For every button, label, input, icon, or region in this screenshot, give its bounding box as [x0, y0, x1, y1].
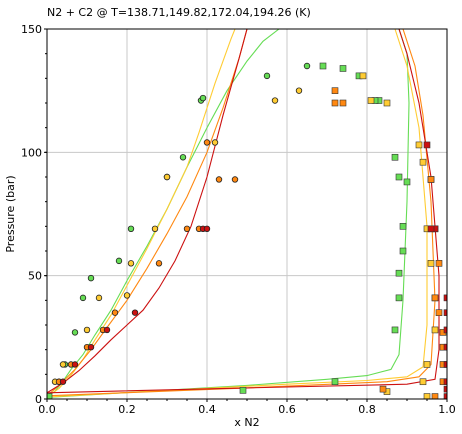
vapor-point-3	[379, 385, 387, 393]
vapor-point-4	[443, 294, 447, 302]
vapor-point-1	[47, 393, 53, 399]
liquid-point-3	[215, 176, 223, 183]
liquid-point-2	[271, 97, 279, 104]
vapor-point-4	[443, 385, 447, 393]
dew-curve-3	[47, 29, 436, 397]
vapor-point-2	[415, 141, 423, 149]
vapor-point-3	[331, 99, 339, 107]
y-axis-label: Pressure (bar)	[4, 175, 17, 252]
dew-curve-4	[47, 29, 440, 394]
x-tick-label: 1.0	[438, 403, 456, 416]
liquid-point-1	[303, 62, 311, 70]
vapor-point-2	[423, 361, 431, 368]
liquid-point-2	[163, 173, 171, 181]
y-tick-label: 0	[35, 393, 42, 406]
y-tick-label: 50	[28, 270, 42, 283]
liquid-point-4	[131, 309, 139, 316]
liquid-point-1	[263, 72, 271, 80]
x-axis-label: x N2	[234, 416, 259, 429]
bubble-curve-1	[47, 29, 280, 398]
liquid-point-3	[183, 225, 191, 232]
vapor-point-2	[419, 378, 427, 386]
bubble-curve-3	[47, 29, 248, 397]
vapor-point-4	[443, 393, 447, 399]
vapor-point-1	[331, 378, 339, 386]
liquid-point-3	[231, 176, 239, 183]
vapor-point-1	[391, 153, 399, 161]
x-tick-label: 0.8	[358, 403, 376, 416]
liquid-point-2	[123, 292, 131, 299]
vapor-point-4	[427, 225, 435, 233]
liquid-point-2	[95, 294, 103, 302]
x-tick-label: 0.4	[198, 403, 216, 416]
grid	[47, 29, 447, 399]
liquid-point-4	[203, 225, 211, 232]
vapor-point-2	[419, 158, 427, 166]
liquid-point-4	[87, 344, 95, 351]
vapor-point-3	[331, 87, 339, 94]
y-tick-label: 100	[21, 146, 42, 159]
liquid-point-3	[111, 309, 119, 316]
liquid-point-1	[71, 329, 79, 336]
vapor-point-4	[423, 141, 431, 149]
vapor-point-3	[427, 176, 435, 183]
dew-curve-1	[47, 29, 410, 399]
liquid-point-2	[295, 87, 303, 94]
vapor-point-3	[431, 393, 439, 399]
liquid-point-2	[211, 139, 219, 146]
vapor-point-3	[435, 309, 443, 316]
liquid-point-4	[71, 361, 79, 368]
chart-title: N2 + C2 @ T=138.71,149.82,172.04,194.26 …	[47, 6, 311, 19]
vapor-point-1	[395, 294, 403, 302]
curves	[47, 29, 440, 399]
dew-curve-2	[47, 29, 428, 398]
bubble-curve-4	[47, 29, 248, 394]
data-points	[47, 62, 447, 399]
vapor-point-2	[427, 260, 435, 267]
vapor-point-2	[359, 72, 367, 80]
liquid-point-4	[59, 378, 67, 385]
vapor-point-1	[239, 387, 247, 394]
vapor-point-2	[431, 326, 439, 334]
vapor-point-1	[319, 62, 327, 70]
axis-ticks: 0.0 0.2 0.4 0.6 0.8 1.0 0 50 100 150	[21, 23, 456, 416]
liquid-point-1	[199, 94, 207, 102]
vapor-point-1	[399, 247, 407, 255]
liquid-point-3	[203, 139, 211, 146]
liquid-point-4	[103, 326, 111, 334]
liquid-point-1	[127, 225, 135, 232]
vapor-point-4	[443, 309, 447, 316]
liquid-point-1	[79, 294, 87, 302]
x-tick-label: 0.2	[118, 403, 136, 416]
vapor-point-3	[435, 260, 443, 267]
vapor-point-4	[443, 326, 447, 334]
vapor-point-1	[399, 223, 407, 230]
liquid-point-2	[83, 326, 91, 334]
liquid-point-2	[59, 361, 67, 368]
vapor-point-4	[443, 361, 447, 368]
vapor-point-4	[443, 378, 447, 386]
vapor-point-1	[339, 65, 347, 72]
vapor-point-3	[431, 294, 439, 302]
bubble-curve-2	[47, 29, 236, 398]
vapor-point-1	[395, 173, 403, 181]
x-tick-label: 0.0	[38, 403, 56, 416]
liquid-point-1	[87, 274, 95, 282]
vapor-point-3	[339, 99, 347, 107]
liquid-point-2	[151, 225, 159, 232]
vapor-point-1	[403, 178, 411, 186]
liquid-point-2	[127, 260, 135, 267]
liquid-point-1	[115, 257, 123, 265]
vapor-point-2	[367, 97, 375, 104]
x-tick-label: 0.6	[278, 403, 296, 416]
vapor-point-1	[395, 269, 403, 277]
y-tick-label: 150	[21, 23, 42, 36]
vapor-point-4	[443, 343, 447, 351]
vapor-point-2	[423, 393, 431, 399]
vapor-point-1	[391, 326, 399, 334]
vapor-point-2	[383, 99, 391, 107]
liquid-point-1	[179, 154, 187, 161]
liquid-point-3	[155, 260, 163, 267]
